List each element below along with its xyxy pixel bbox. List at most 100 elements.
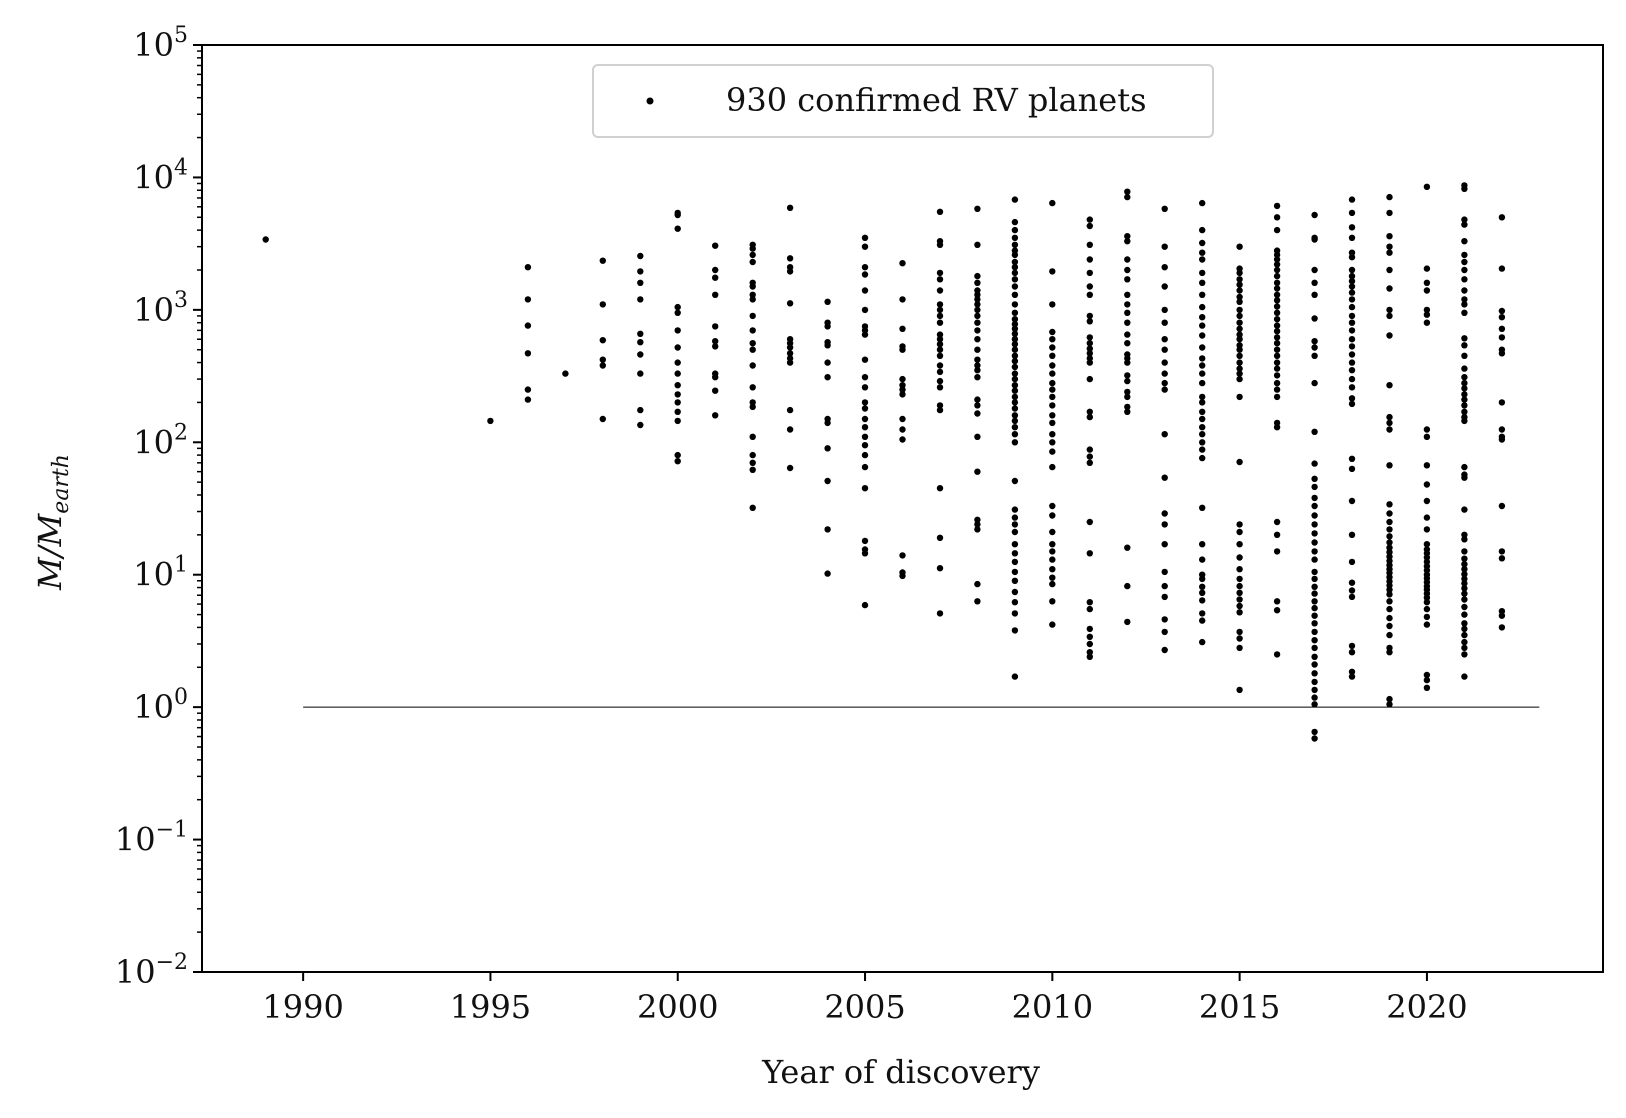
data-point <box>974 580 981 588</box>
data-point <box>1311 735 1318 742</box>
data-point <box>1049 598 1056 605</box>
data-point <box>1124 319 1131 326</box>
data-point <box>1124 618 1131 626</box>
data-point <box>1236 554 1243 561</box>
data-point <box>861 424 869 431</box>
y-tick-label: 100 <box>133 685 188 726</box>
data-point <box>1124 331 1131 338</box>
data-point <box>1199 431 1206 438</box>
data-point <box>786 406 794 414</box>
y-tick-label: 103 <box>133 288 188 329</box>
data-point <box>524 386 532 393</box>
data-point <box>1199 583 1206 590</box>
data-point <box>749 451 756 459</box>
data-point <box>1199 362 1206 369</box>
data-point <box>1461 611 1468 618</box>
data-point <box>1011 568 1019 576</box>
data-point <box>1199 424 1206 431</box>
data-point <box>861 306 869 314</box>
data-point <box>1011 393 1019 401</box>
data-point <box>1423 599 1431 606</box>
data-point <box>1423 676 1431 684</box>
data-point <box>749 291 756 298</box>
data-point <box>1348 336 1356 343</box>
data-point <box>1124 393 1131 401</box>
data-point <box>1273 291 1281 298</box>
data-point <box>712 266 719 274</box>
data-point <box>1348 395 1356 402</box>
data-point <box>1461 585 1468 592</box>
data-point <box>1011 375 1019 383</box>
data-point <box>1124 372 1131 379</box>
data-point <box>524 350 532 357</box>
data-point <box>936 362 944 369</box>
data-point <box>674 391 681 398</box>
data-point <box>1498 325 1506 332</box>
data-point <box>1236 336 1243 343</box>
data-point <box>1199 589 1206 596</box>
data-point <box>1236 686 1243 694</box>
data-point <box>1199 541 1206 548</box>
data-point <box>1386 614 1393 622</box>
data-point <box>1348 234 1356 241</box>
data-point <box>1461 276 1468 283</box>
data-point <box>1273 651 1281 658</box>
data-point <box>1161 616 1168 623</box>
data-point <box>1461 596 1468 603</box>
data-point <box>936 331 944 338</box>
data-point <box>974 402 981 409</box>
data-point <box>974 598 981 605</box>
data-point <box>1011 477 1019 485</box>
data-point <box>1498 612 1506 619</box>
data-point <box>1236 602 1243 610</box>
data-point <box>1348 351 1356 358</box>
data-point <box>1011 336 1019 343</box>
data-point <box>786 255 794 262</box>
data-point <box>899 391 906 398</box>
data-point <box>1011 528 1019 536</box>
data-point <box>1273 261 1281 268</box>
data-point <box>1049 512 1056 519</box>
data-point <box>1423 433 1431 440</box>
data-point <box>1011 610 1019 617</box>
data-point <box>1199 269 1206 277</box>
data-point <box>1461 463 1468 471</box>
data-point <box>974 319 981 326</box>
data-point <box>1273 226 1281 234</box>
data-point <box>1011 588 1019 596</box>
data-point <box>1461 536 1468 543</box>
data-point <box>1049 580 1056 588</box>
data-point <box>1423 311 1431 318</box>
data-point <box>1086 640 1094 648</box>
data-point <box>1273 309 1281 316</box>
data-point <box>1199 415 1206 423</box>
data-point <box>1348 196 1356 203</box>
data-point <box>1423 567 1431 574</box>
data-point <box>1461 625 1468 633</box>
data-point <box>936 208 944 215</box>
data-point <box>712 323 719 330</box>
data-point <box>1161 593 1168 601</box>
data-point <box>1461 365 1468 372</box>
data-point <box>1273 297 1281 304</box>
data-point <box>674 382 681 389</box>
data-point <box>712 274 719 281</box>
data-point <box>936 610 944 617</box>
data-point <box>1311 598 1318 605</box>
data-point <box>674 408 681 415</box>
data-point <box>1086 291 1094 298</box>
data-point <box>1199 597 1206 604</box>
data-point <box>1161 510 1168 517</box>
data-point <box>712 387 719 394</box>
data-point <box>1348 587 1356 594</box>
data-point <box>1423 265 1431 272</box>
data-point <box>861 287 869 294</box>
data-point <box>1461 570 1468 578</box>
data-point <box>1273 202 1281 210</box>
data-point <box>1461 631 1468 639</box>
data-point <box>936 341 944 348</box>
data-point <box>1236 566 1243 573</box>
data-point <box>899 296 906 303</box>
data-point <box>1236 312 1243 320</box>
data-point <box>1348 272 1356 280</box>
